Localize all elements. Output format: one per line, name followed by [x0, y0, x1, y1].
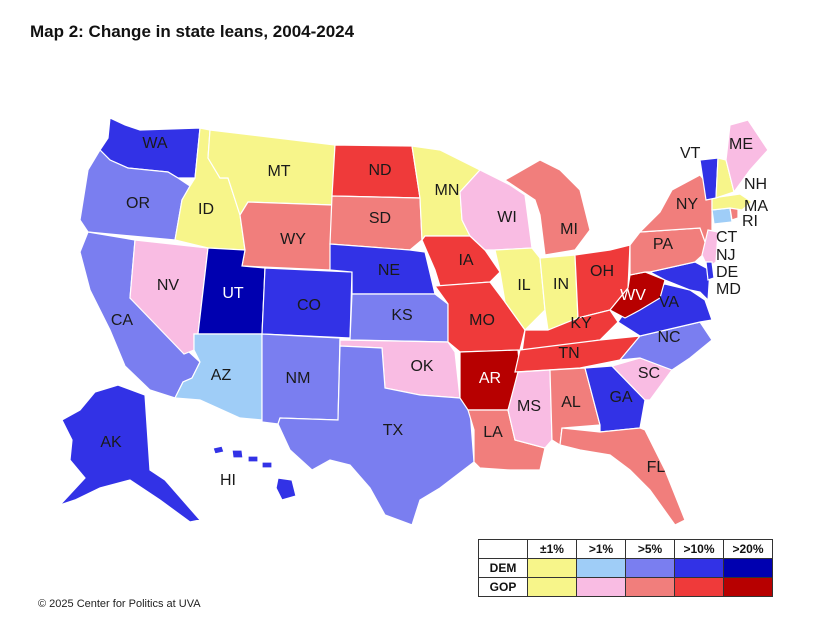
label-NV: NV	[157, 277, 180, 294]
label-CA: CA	[111, 312, 134, 329]
legend-header: ±1%	[527, 539, 577, 559]
label-AZ: AZ	[211, 367, 232, 384]
label-HI: HI	[220, 472, 236, 489]
label-TX: TX	[383, 422, 404, 439]
label-MI: MI	[560, 221, 578, 238]
map-title: Map 2: Change in state leans, 2004-2024	[30, 22, 355, 41]
legend-row-gop: GOP	[478, 577, 773, 597]
label-WA: WA	[142, 135, 168, 152]
label-LA: LA	[483, 424, 503, 441]
label-ME: ME	[729, 136, 753, 153]
legend-swatch	[527, 558, 577, 578]
label-NH: NH	[744, 176, 767, 193]
label-SC: SC	[638, 365, 660, 382]
label-WV: WV	[620, 287, 646, 304]
legend-header: >20%	[723, 539, 773, 559]
label-MT: MT	[267, 163, 290, 180]
label-MD: MD	[716, 281, 741, 298]
label-OR: OR	[126, 195, 150, 212]
label-PA: PA	[653, 236, 673, 253]
label-KY: KY	[570, 315, 592, 332]
label-ND: ND	[368, 162, 391, 179]
label-WI: WI	[497, 209, 517, 226]
label-DE: DE	[716, 264, 738, 281]
legend-row-label: DEM	[478, 558, 528, 578]
legend-swatch	[576, 558, 626, 578]
label-VT: VT	[680, 145, 701, 162]
legend-swatch	[625, 577, 675, 597]
label-NE: NE	[378, 262, 400, 279]
label-NY: NY	[676, 196, 699, 213]
label-NC: NC	[657, 329, 680, 346]
legend-swatch	[723, 577, 773, 597]
legend-swatch	[625, 558, 675, 578]
state-SC[interactable]	[610, 357, 673, 401]
label-OK: OK	[410, 358, 433, 375]
label-NJ: NJ	[716, 247, 736, 264]
label-OH: OH	[590, 263, 614, 280]
label-NM: NM	[286, 370, 311, 387]
label-AR: AR	[479, 370, 501, 387]
label-KS: KS	[391, 307, 412, 324]
state-labels: WA OR CA NV ID MT WY UT AZ CO NM ND SD N…	[100, 135, 698, 489]
label-IL: IL	[517, 277, 530, 294]
label-VA: VA	[659, 294, 679, 311]
legend-swatch	[576, 577, 626, 597]
label-RI: RI	[742, 213, 758, 230]
state-WI[interactable]	[459, 169, 533, 251]
label-IA: IA	[458, 252, 473, 269]
label-FL: FL	[647, 459, 666, 476]
state-MA[interactable]	[711, 193, 754, 211]
label-AL: AL	[561, 394, 581, 411]
label-WY: WY	[280, 231, 306, 248]
legend-header: >10%	[674, 539, 724, 559]
legend-header: >5%	[625, 539, 675, 559]
label-MA: MA	[744, 198, 768, 215]
legend-row-dem: DEM	[478, 558, 773, 578]
label-UT: UT	[222, 285, 244, 302]
legend-header-row: ±1% >1% >5% >10% >20%	[478, 539, 773, 559]
state-RI[interactable]	[729, 207, 739, 221]
state-MI[interactable]	[503, 159, 591, 256]
legend-header: >1%	[576, 539, 626, 559]
label-ID: ID	[198, 201, 214, 218]
callout-labels: VT ME NH MA RI CT NJ DE MD	[680, 136, 768, 298]
legend-corner-cell	[478, 539, 528, 559]
state-MD[interactable]	[648, 261, 711, 302]
label-IN: IN	[553, 276, 569, 293]
label-GA: GA	[609, 389, 632, 406]
state-CT[interactable]	[711, 207, 733, 225]
state-IL[interactable]	[494, 247, 546, 331]
label-MS: MS	[517, 398, 541, 415]
state-SD[interactable]	[329, 195, 423, 251]
state-TX[interactable]	[277, 345, 475, 526]
legend-row-label: GOP	[478, 577, 528, 597]
state-HI[interactable]	[212, 445, 297, 501]
legend-swatch	[674, 577, 724, 597]
state-ME[interactable]	[725, 119, 769, 194]
label-TN: TN	[558, 345, 579, 362]
legend-swatch	[674, 558, 724, 578]
legend-table: ±1% >1% >5% >10% >20% DEM GOP	[478, 539, 773, 597]
state-DE[interactable]	[705, 261, 715, 281]
copyright-credit: © 2025 Center for Politics at UVA	[38, 598, 201, 610]
legend-swatch	[723, 558, 773, 578]
label-CO: CO	[297, 297, 321, 314]
legend-swatch	[527, 577, 577, 597]
state-FL[interactable]	[559, 427, 686, 526]
label-MO: MO	[469, 312, 495, 329]
label-SD: SD	[369, 210, 391, 227]
label-MN: MN	[435, 182, 460, 199]
label-AK: AK	[100, 434, 122, 451]
label-CT: CT	[716, 229, 738, 246]
state-AK[interactable]	[59, 384, 202, 523]
